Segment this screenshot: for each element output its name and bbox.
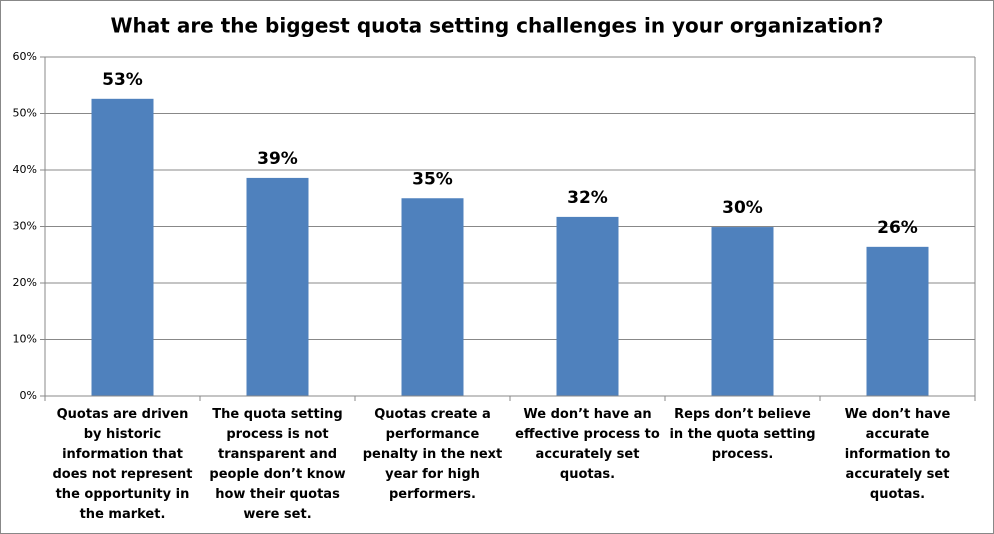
x-tick-label: We don’t have accurate information to ac… bbox=[844, 407, 951, 502]
data-label: 26% bbox=[877, 218, 918, 238]
y-tick-label: 60% bbox=[13, 50, 37, 63]
x-tick-label: Quotas are driven by historic informatio… bbox=[52, 407, 193, 522]
y-tick-label: 30% bbox=[13, 220, 37, 233]
x-tick-label: We don’t have an effective process to ac… bbox=[515, 407, 660, 482]
x-tick-label: Reps don’t believe in the quota setting … bbox=[669, 407, 816, 462]
data-label: 53% bbox=[102, 70, 143, 90]
y-tick-label: 40% bbox=[13, 163, 37, 176]
bar bbox=[556, 216, 619, 396]
data-label: 35% bbox=[412, 169, 453, 189]
y-tick-label: 50% bbox=[13, 107, 37, 120]
data-label: 32% bbox=[567, 188, 608, 208]
y-tick-label: 20% bbox=[13, 276, 37, 289]
bar bbox=[401, 198, 464, 396]
data-label: 30% bbox=[722, 198, 763, 218]
x-tick-label: Quotas create a performance penalty in t… bbox=[362, 407, 503, 502]
bar bbox=[711, 227, 774, 396]
chart-title: What are the biggest quota setting chall… bbox=[111, 14, 884, 38]
y-tick-label: 0% bbox=[20, 389, 37, 402]
y-tick-label: 10% bbox=[13, 333, 37, 346]
bar bbox=[91, 98, 154, 396]
bar bbox=[866, 246, 929, 396]
data-label: 39% bbox=[257, 149, 298, 169]
bar bbox=[246, 177, 309, 396]
x-tick-label: The quota setting process is not transpa… bbox=[209, 407, 346, 522]
